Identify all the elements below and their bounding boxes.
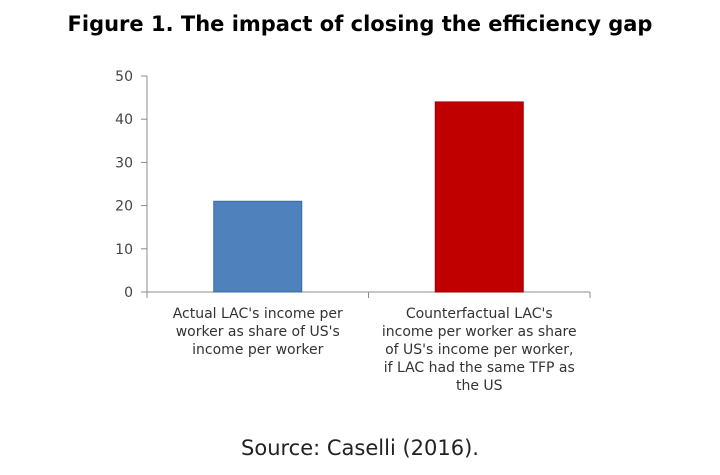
y-tick-label: 20 xyxy=(115,199,133,215)
category-label: Counterfactual LAC's xyxy=(406,306,553,322)
category-label: income per worker as share xyxy=(382,324,577,340)
y-tick-label: 40 xyxy=(115,112,133,128)
y-tick-label: 10 xyxy=(115,242,133,258)
category-label: worker as share of US's xyxy=(176,324,340,340)
bar xyxy=(213,200,303,293)
category-label: the US xyxy=(456,378,503,394)
category-label: Actual LAC's income per xyxy=(173,306,343,322)
category-label: of US's income per worker, xyxy=(385,342,573,358)
bars xyxy=(213,101,524,293)
y-tick-label: 0 xyxy=(124,285,133,301)
category-label: income per worker xyxy=(192,342,323,358)
y-tick-label: 30 xyxy=(115,155,133,171)
x-axis xyxy=(146,291,591,298)
chart-title: Figure 1. The impact of closing the effi… xyxy=(67,12,653,36)
category-labels: Actual LAC's income per worker as share o… xyxy=(173,306,577,394)
category-label: if LAC had the same TFP as xyxy=(384,360,575,376)
y-axis: 0 10 20 30 40 50 xyxy=(115,69,148,301)
source-note: Source: Caselli (2016). xyxy=(241,436,479,460)
bar xyxy=(434,101,524,293)
y-tick-label: 50 xyxy=(115,69,133,85)
